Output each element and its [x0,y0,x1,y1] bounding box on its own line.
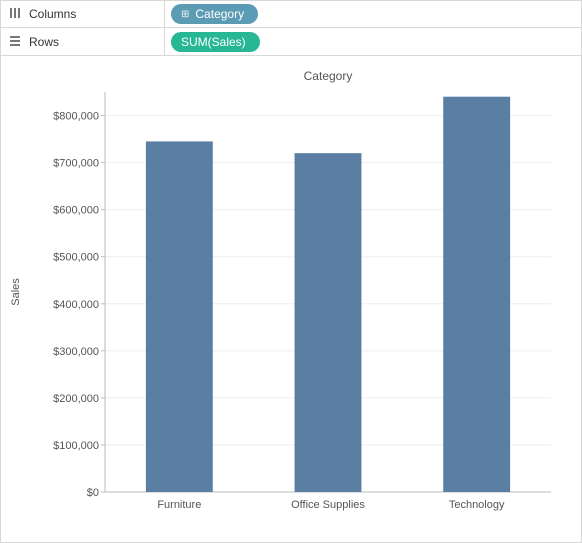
columns-shelf-label-cell: Columns [1,1,165,27]
y-axis-label: Sales [10,278,22,306]
columns-pill-text: Category [195,7,244,21]
rows-shelf-label-cell: Rows [1,28,165,55]
x-tick-label: Technology [449,499,505,511]
rows-shelf-label: Rows [29,35,59,49]
rows-pill-sum-sales[interactable]: SUM(Sales) [171,32,260,52]
y-tick-label: $400,000 [53,299,99,311]
expand-icon[interactable]: ⊞ [181,9,189,20]
rows-shelf[interactable]: Rows SUM(Sales) [0,28,582,56]
bar-furniture[interactable] [146,141,213,492]
bar-technology[interactable] [443,97,510,492]
bar-chart: Category Sales $0 $100,000 $200,000 $300,000 $… [5,62,577,540]
columns-pill-area[interactable]: ⊞ Category [165,1,581,27]
x-tick-label: Furniture [157,499,201,511]
rows-pill-text: SUM(Sales) [181,35,246,49]
rows-pill-area[interactable]: SUM(Sales) [165,28,581,55]
y-tick-label: $300,000 [53,346,99,358]
y-tick-label: $700,000 [53,158,99,170]
columns-icon [9,7,21,21]
y-tick-label: $0 [87,487,99,499]
y-tick-label: $600,000 [53,205,99,217]
columns-shelf[interactable]: Columns ⊞ Category [0,0,582,28]
y-tick-label: $200,000 [53,393,99,405]
columns-pill-category[interactable]: ⊞ Category [171,4,258,24]
y-tick-label: $800,000 [53,111,99,123]
y-tick-label: $500,000 [53,252,99,264]
chart-title: Category [304,69,353,83]
x-tick-label: Office Supplies [291,499,365,511]
y-tick-label: $100,000 [53,440,99,452]
bar-office-supplies[interactable] [295,153,362,492]
columns-shelf-label: Columns [29,7,76,21]
rows-icon [9,35,21,49]
chart-area: Category Sales $0 $100,000 $200,000 $300,000 $… [0,56,582,543]
